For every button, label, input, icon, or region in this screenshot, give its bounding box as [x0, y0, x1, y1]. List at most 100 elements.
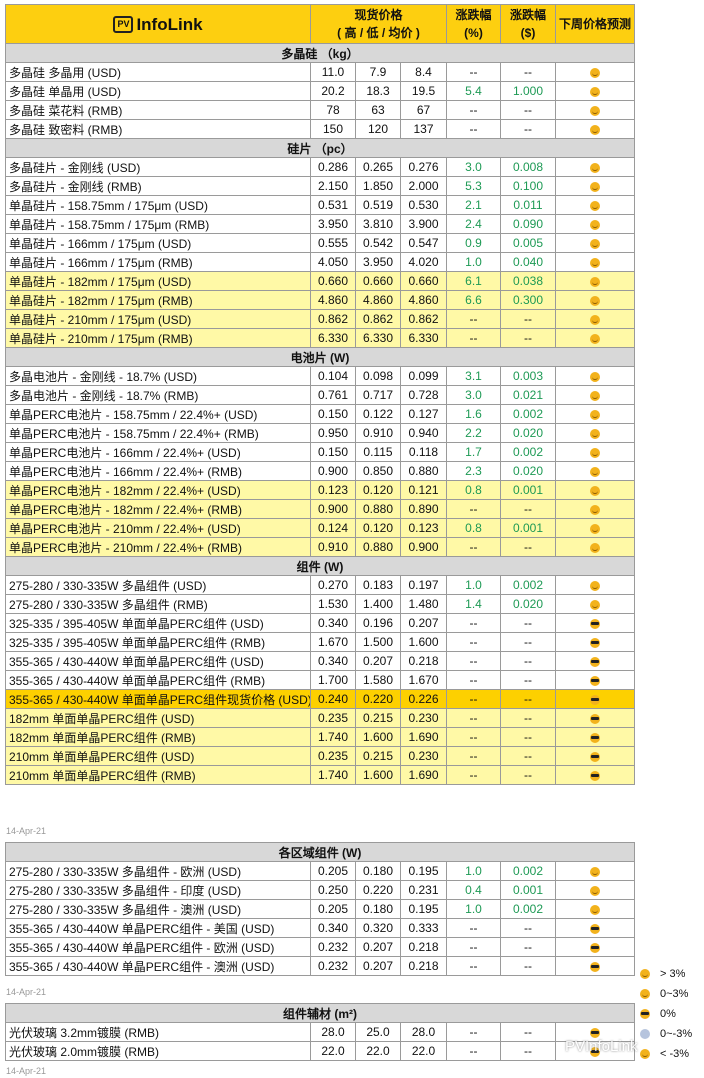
- cool-emoji-icon: [590, 1027, 601, 1038]
- price-avg: 2.000: [400, 176, 447, 196]
- price-high: 0.124: [310, 518, 356, 538]
- price-high: 0.862: [310, 309, 356, 329]
- forecast-cell: [555, 670, 635, 690]
- section-header: 硅片 （pc）: [5, 138, 635, 158]
- price-avg: 0.121: [400, 480, 447, 500]
- price-high: 1.740: [310, 765, 356, 785]
- price-low: 0.215: [355, 746, 401, 766]
- product-name: 275-280 / 330-335W 多晶组件 (USD): [5, 575, 311, 595]
- product-name: 单晶PERC电池片 - 166mm / 22.4%+ (USD): [5, 442, 311, 462]
- table-row: 210mm 单面单晶PERC组件 (USD) 0.235 0.215 0.230 -- -…: [5, 746, 635, 766]
- product-name: 多晶电池片 - 金刚线 - 18.7% (USD): [5, 366, 311, 386]
- forecast-cell: [555, 100, 635, 120]
- price-high: 4.050: [310, 252, 356, 272]
- change-usd: --: [500, 1041, 556, 1061]
- change-usd: 0.100: [500, 176, 556, 196]
- price-high: 0.660: [310, 271, 356, 291]
- price-high: 0.900: [310, 461, 356, 481]
- smile-emoji-icon: [590, 181, 600, 192]
- product-name: 355-365 / 430-440W 单面单晶PERC组件 (RMB): [5, 670, 311, 690]
- price-low: 0.850: [355, 461, 401, 481]
- change-usd: --: [500, 651, 556, 671]
- change-pct: --: [446, 918, 501, 938]
- change-pct: --: [446, 632, 501, 652]
- change-usd: --: [500, 1022, 556, 1042]
- product-name: 单晶PERC电池片 - 182mm / 22.4%+ (RMB): [5, 499, 311, 519]
- price-high: 11.0: [310, 62, 356, 82]
- smile-emoji-icon: [590, 105, 600, 116]
- header-forecast: 下周价格预测: [555, 4, 635, 44]
- price-high: 3.950: [310, 214, 356, 234]
- change-usd: --: [500, 632, 556, 652]
- price-low: 0.180: [355, 861, 401, 881]
- price-low: 120: [355, 119, 401, 139]
- forecast-cell: [555, 765, 635, 785]
- forecast-cell: [555, 119, 635, 139]
- table-row: 多晶电池片 - 金刚线 - 18.7% (USD) 0.104 0.098 0.099…: [5, 366, 635, 386]
- price-low: 0.180: [355, 899, 401, 919]
- cool-emoji-icon: [590, 923, 601, 934]
- change-usd: 0.020: [500, 594, 556, 614]
- table-row: 355-365 / 430-440W 单晶PERC组件 - 美国 (USD) 0.…: [5, 918, 636, 938]
- smile-emoji-icon: [590, 86, 600, 97]
- product-name: 光伏玻璃 2.0mm镀膜 (RMB): [5, 1041, 311, 1061]
- product-name: 355-365 / 430-440W 单晶PERC组件 - 欧洲 (USD): [5, 937, 311, 957]
- price-low: 0.207: [355, 651, 401, 671]
- change-usd: 0.038: [500, 271, 556, 291]
- table-row: 单晶硅片 - 158.75mm / 175μm (RMB) 3.950 3.810 3…: [5, 214, 635, 234]
- forecast-cell: [555, 632, 635, 652]
- price-high: 4.860: [310, 290, 356, 310]
- price-avg: 0.218: [400, 937, 447, 957]
- change-pct: --: [446, 651, 501, 671]
- price-low: 22.0: [355, 1041, 401, 1061]
- product-name: 275-280 / 330-335W 多晶组件 - 澳洲 (USD): [5, 899, 311, 919]
- forecast-cell: [555, 176, 635, 196]
- change-pct: --: [446, 119, 501, 139]
- price-table-materials: 组件辅材 (m²) 光伏玻璃 3.2mm镀膜 (RMB) 28.0 25.0 28.0-…: [4, 1003, 636, 1061]
- product-name: 单晶PERC电池片 - 158.75mm / 22.4%+ (RMB): [5, 423, 311, 443]
- price-avg: 0.660: [400, 271, 447, 291]
- price-avg: 0.207: [400, 613, 447, 633]
- price-low: 1.600: [355, 765, 401, 785]
- change-pct: --: [446, 708, 501, 728]
- change-pct: --: [446, 62, 501, 82]
- price-high: 0.150: [310, 404, 356, 424]
- legend-label: 0~3%: [660, 988, 689, 1000]
- change-usd: 0.001: [500, 880, 556, 900]
- change-usd: 0.021: [500, 385, 556, 405]
- price-high: 0.531: [310, 195, 356, 215]
- price-high: 0.286: [310, 157, 356, 177]
- forecast-cell: [555, 651, 635, 671]
- smile-emoji-icon: [590, 200, 600, 211]
- header-pct: 涨跌幅 (%): [446, 4, 501, 44]
- smile-emoji-icon: [590, 599, 600, 610]
- forecast-cell: [554, 956, 636, 976]
- change-usd: 0.002: [500, 861, 556, 881]
- price-avg: 0.226: [400, 689, 447, 709]
- section-title: 各区域组件 (W): [4, 842, 636, 862]
- change-pct: 2.2: [446, 423, 501, 443]
- price-avg: 0.880: [400, 461, 447, 481]
- product-name: 单晶硅片 - 158.75mm / 175μm (RMB): [5, 214, 311, 234]
- table-row: 单晶PERC电池片 - 166mm / 22.4%+ (RMB) 0.900 0.8…: [5, 461, 635, 481]
- price-high: 0.235: [310, 746, 356, 766]
- price-avg: 0.123: [400, 518, 447, 538]
- price-high: 1.530: [310, 594, 356, 614]
- price-high: 0.235: [310, 708, 356, 728]
- table-row: 355-365 / 430-440W 单晶PERC组件 - 澳洲 (USD) 0.…: [5, 956, 636, 976]
- table-row: 单晶PERC电池片 - 182mm / 22.4%+ (USD) 0.123 0.1…: [5, 480, 635, 500]
- price-avg: 28.0: [400, 1022, 447, 1042]
- price-high: 0.950: [310, 423, 356, 443]
- watermark: PVInfoLink: [565, 1038, 638, 1055]
- table-row: 单晶硅片 - 210mm / 175μm (USD) 0.862 0.862 0.86…: [5, 309, 635, 329]
- table-row: 325-335 / 395-405W 单面单晶PERC组件 (USD) 0.340…: [5, 613, 635, 633]
- smile-emoji-icon: [590, 447, 600, 458]
- cool-emoji-icon: [640, 1009, 650, 1019]
- smile-emoji-icon: [590, 485, 600, 496]
- smile-emoji-icon: [590, 885, 601, 896]
- forecast-cell: [555, 727, 635, 747]
- product-name: 单晶硅片 - 166mm / 175μm (RMB): [5, 252, 311, 272]
- change-pct: --: [446, 613, 501, 633]
- date-label: 14-Apr-21: [6, 1066, 47, 1076]
- table-header: PV InfoLink 现货价格( 高 / 低 / 均价 ) 涨跌幅 (%) 涨跌幅…: [5, 4, 635, 44]
